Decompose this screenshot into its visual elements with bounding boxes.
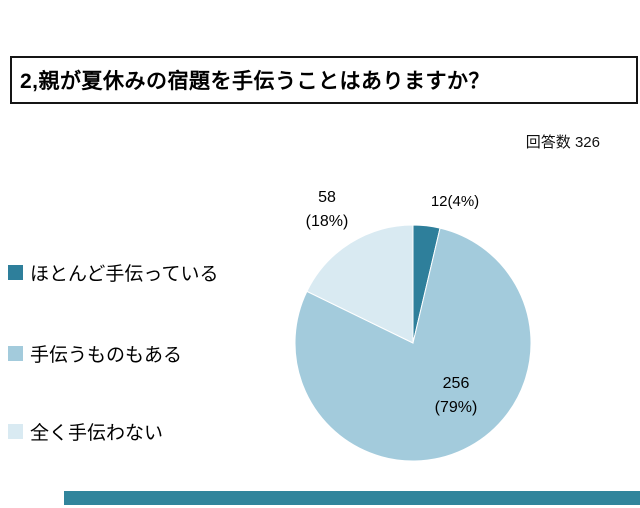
legend-label-mostly-help: ほとんど手伝っている (30, 264, 219, 285)
data-label-some-help-value: 256 (442, 375, 470, 392)
data-label-some-help: 256 (79%) (416, 372, 496, 420)
data-label-mostly-help-value: 12(4%) (430, 193, 480, 210)
legend: ほとんど手伝っている 手伝うものもある 全く手伝わない (8, 0, 268, 508)
respondent-count: 回答数 326 (525, 134, 600, 151)
legend-swatch-mostly-help (8, 265, 23, 280)
pie-slice-2 (306, 224, 414, 344)
data-label-no-help-percent: (18%) (305, 213, 349, 230)
legend-label-no-help: 全く手伝わない (30, 423, 164, 444)
pie-chart (294, 224, 532, 462)
legend-item-some-help: 手伝うものもある (8, 340, 182, 367)
legend-swatch-no-help (8, 424, 23, 439)
legend-item-no-help: 全く手伝わない (8, 418, 163, 445)
legend-item-mostly-help: ほとんど手伝っている (8, 259, 218, 286)
legend-label-some-help: 手伝うものもある (30, 345, 183, 366)
pie-slice-1 (294, 227, 532, 462)
data-label-some-help-percent: (79%) (434, 399, 478, 416)
legend-swatch-some-help (8, 346, 23, 361)
bottom-accent-bar (64, 491, 640, 505)
chart-title: 2,親が夏休みの宿題を手伝うことはありますか？ (20, 70, 491, 93)
data-label-mostly-help: 12(4%) (415, 190, 495, 214)
data-label-no-help-value: 58 (318, 189, 336, 206)
data-label-no-help: 58 (18%) (287, 186, 367, 234)
chart-title-box: 2,親が夏休みの宿題を手伝うことはありますか？ (10, 56, 638, 104)
